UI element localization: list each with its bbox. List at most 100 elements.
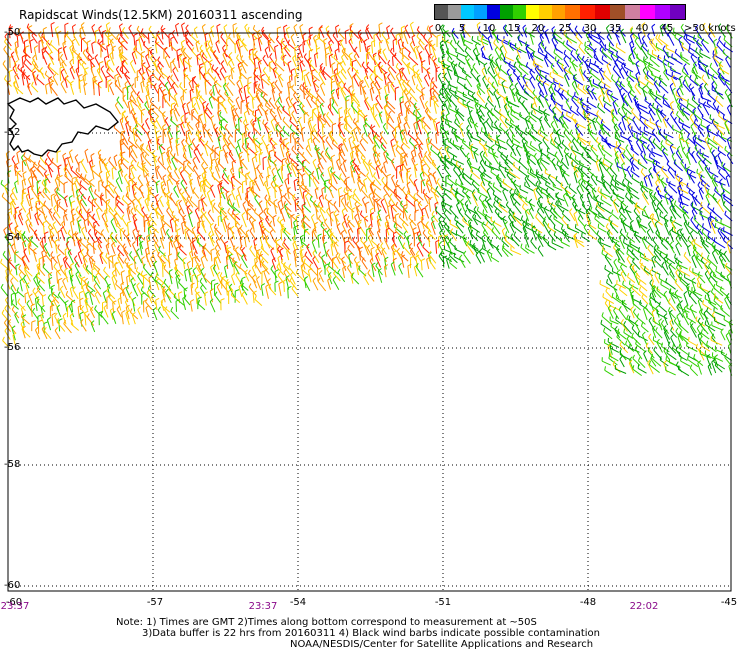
wind-barb	[145, 175, 150, 187]
wind-barb-flag	[461, 138, 465, 143]
wind-barb	[457, 100, 467, 109]
wind-barb-flag	[595, 136, 599, 142]
wind-barb-flag	[372, 52, 377, 56]
wind-barb	[397, 40, 402, 51]
wind-barb-flag	[422, 189, 425, 194]
wind-barb	[185, 131, 188, 143]
wind-barb	[721, 136, 733, 142]
wind-barb	[337, 41, 340, 53]
wind-barb	[485, 144, 495, 151]
wind-barb	[164, 50, 171, 59]
wind-barb	[499, 112, 510, 122]
wind-barb-flag	[135, 117, 138, 122]
wind-barb-flag	[416, 190, 419, 195]
wind-barb	[287, 174, 290, 185]
wind-barb-flag	[60, 68, 65, 73]
wind-barb	[450, 63, 457, 75]
wind-barb	[496, 137, 501, 149]
wind-barb-flag	[148, 139, 152, 143]
wind-barb-flag	[331, 101, 335, 106]
wind-barb	[183, 60, 192, 68]
wind-barb	[362, 87, 367, 101]
wind-barb-flag	[347, 107, 351, 112]
wind-barb	[641, 24, 646, 37]
wind-barb	[562, 195, 569, 207]
wind-barb-flag	[175, 22, 180, 26]
wind-barb-flag	[238, 116, 243, 120]
wind-barb-flag	[443, 164, 447, 169]
wind-barb	[137, 177, 144, 187]
wind-barb	[534, 68, 543, 80]
wind-barb-flag	[171, 81, 176, 86]
wind-barb	[648, 111, 655, 121]
wind-barb	[156, 33, 164, 45]
wind-barb-flag	[129, 164, 134, 167]
wind-barb-flag	[525, 81, 528, 86]
wind-barb-flag	[713, 38, 718, 42]
wind-barb-flag	[578, 133, 581, 138]
wind-barb	[30, 169, 38, 179]
wind-barb-flag	[119, 23, 123, 27]
wind-barb-flag	[499, 182, 502, 187]
wind-barb-flag	[35, 202, 38, 208]
wind-barb-flag	[299, 84, 303, 89]
wind-barb-flag	[308, 88, 311, 93]
wind-barb-flag	[217, 158, 221, 163]
wind-barb-flag	[189, 88, 194, 92]
wind-barb-flag	[201, 52, 205, 57]
wind-barb-flag	[407, 62, 411, 67]
wind-barb	[413, 165, 417, 178]
wind-barb	[294, 69, 299, 79]
wind-barb	[416, 36, 425, 46]
wind-barb	[506, 113, 515, 123]
wind-barb	[138, 187, 145, 199]
wind-barb	[568, 187, 577, 194]
wind-barb	[528, 119, 535, 129]
wind-barb	[686, 186, 695, 194]
wind-barb	[448, 90, 459, 101]
wind-barb	[174, 170, 180, 180]
wind-barb-flag	[484, 160, 487, 165]
wind-barb-flag	[425, 178, 429, 183]
wind-barb-flag	[453, 129, 457, 133]
wind-barb	[20, 203, 27, 213]
wind-barb	[676, 90, 683, 102]
wind-barb	[448, 108, 458, 114]
wind-barb-flag	[157, 56, 161, 61]
wind-barb-flag	[61, 60, 65, 64]
wind-barb	[114, 105, 121, 115]
wind-barb	[173, 111, 178, 122]
wind-barb-flag	[426, 67, 431, 71]
wind-barb-flag	[210, 115, 215, 119]
wind-barb	[608, 51, 619, 59]
wind-barb	[653, 83, 661, 93]
wind-barb-flag	[124, 71, 128, 76]
wind-barb-flag	[430, 95, 435, 99]
wind-barb-flag	[369, 73, 373, 78]
wind-barb-flag	[490, 167, 493, 173]
wind-barb	[302, 35, 306, 46]
wind-barb-flag	[342, 159, 347, 163]
wind-barb-flag	[487, 77, 490, 82]
wind-barb-flag	[293, 24, 298, 28]
wind-barb-flag	[130, 143, 135, 148]
wind-barb	[325, 139, 333, 150]
wind-barb-flag	[239, 155, 243, 160]
wind-barb-flag	[337, 62, 342, 65]
wind-barb-flag	[240, 55, 244, 60]
wind-barb	[554, 47, 564, 54]
wind-barb	[80, 161, 88, 174]
wind-barb-flag	[28, 154, 31, 159]
wind-barb-flag	[436, 178, 440, 182]
wind-barb	[258, 203, 264, 213]
wind-barb-flag	[601, 173, 604, 178]
wind-barb	[439, 159, 450, 170]
wind-barb	[443, 66, 453, 72]
wind-barb-flag	[80, 158, 85, 163]
wind-barb	[711, 180, 719, 193]
wind-barb-flag	[648, 135, 652, 140]
wind-barb-flag	[286, 162, 291, 167]
wind-barb-flag	[514, 188, 516, 194]
wind-barb	[526, 145, 536, 152]
wind-barb	[291, 87, 299, 96]
